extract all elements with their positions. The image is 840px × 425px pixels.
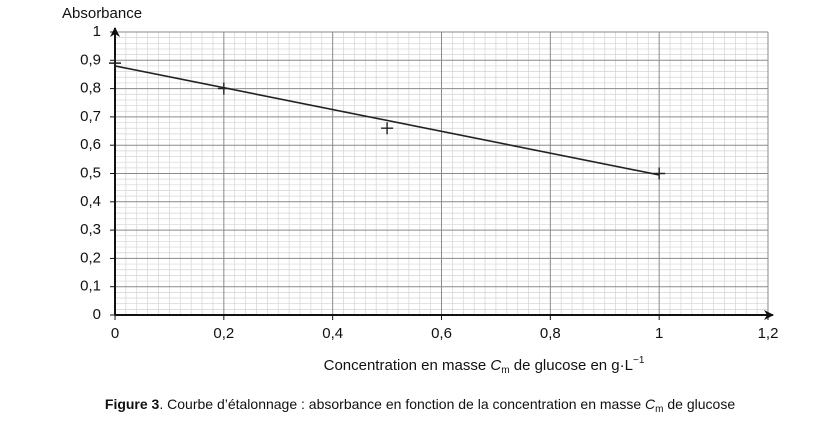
y-tick-label: 0,8 bbox=[80, 80, 101, 97]
caption-text: . Courbe d’étalonnage : absorbance en fo… bbox=[159, 396, 645, 412]
y-tick-label: 1 bbox=[93, 23, 101, 40]
x-label-subscript: m bbox=[501, 365, 509, 376]
data-point bbox=[653, 167, 666, 180]
x-tick-label: 1 bbox=[655, 325, 663, 342]
fit-line bbox=[114, 65, 660, 176]
y-tick-label: 0,1 bbox=[80, 278, 101, 295]
x-tick-label: 0,8 bbox=[540, 325, 561, 342]
x-label-text: Concentration en masse bbox=[324, 357, 491, 374]
y-tick-label: 0,7 bbox=[80, 108, 101, 125]
y-tick-label: 0 bbox=[93, 306, 101, 323]
data-point bbox=[381, 122, 394, 135]
caption: Figure 3. Courbe d’étalonnage : absorban… bbox=[105, 396, 735, 415]
x-label-superscript: −1 bbox=[633, 355, 645, 366]
data-point bbox=[109, 57, 121, 70]
x-tick-label: 1,2 bbox=[758, 325, 779, 342]
caption-figure: Figure 3 bbox=[105, 396, 160, 412]
x-tick-label: 0,4 bbox=[322, 325, 343, 342]
y-tick-label: 0,4 bbox=[80, 193, 101, 210]
caption-symbol: C bbox=[645, 396, 656, 412]
data-point bbox=[217, 82, 230, 95]
x-tick-label: 0,6 bbox=[431, 325, 452, 342]
x-tick-label: 0,2 bbox=[213, 325, 234, 342]
x-axis-arrow bbox=[764, 310, 774, 320]
y-tick-label: 0,9 bbox=[80, 51, 101, 68]
y-axis-label: Absorbance bbox=[62, 5, 142, 22]
x-label-text: de glucose en g·L bbox=[510, 357, 633, 374]
y-axis-arrow bbox=[110, 27, 120, 37]
x-axis-label: Concentration en masse Cm de glucose en … bbox=[324, 355, 645, 376]
caption-subscript: m bbox=[655, 404, 663, 415]
x-label-symbol: C bbox=[490, 357, 501, 374]
y-tick-label: 0,5 bbox=[80, 164, 101, 181]
y-tick-label: 0,6 bbox=[80, 136, 101, 153]
y-tick-label: 0,3 bbox=[80, 221, 101, 238]
x-tick-label: 0 bbox=[111, 325, 119, 342]
y-tick-label: 0,2 bbox=[80, 249, 101, 266]
caption-text: de glucose bbox=[664, 396, 736, 412]
